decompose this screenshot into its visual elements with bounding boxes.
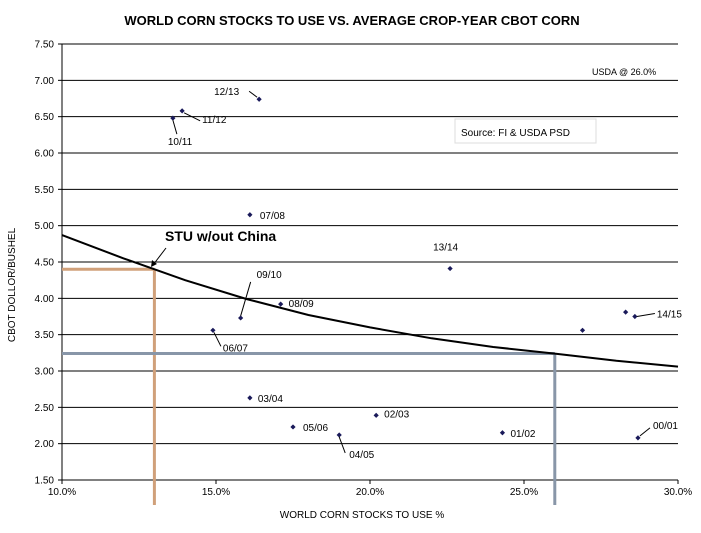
chart-title: WORLD CORN STOCKS TO USE VS. AVERAGE CRO… [124, 13, 579, 28]
data-point [210, 327, 216, 333]
data-point-label: 14/15 [657, 310, 682, 321]
data-point-label: 10/11 [168, 137, 193, 148]
data-point [635, 435, 641, 441]
data-point [256, 96, 262, 102]
data-points: 12/13 11/12 10/11 07/08 13/14 09/10 08/09 06/07… [168, 87, 682, 461]
label-leader-line [338, 436, 346, 454]
y-tick-label: 4.50 [35, 258, 55, 269]
source-annotation: Source: FI & USDA PSD [461, 128, 570, 139]
source-box-frame [454, 118, 597, 144]
y-tick-label: 5.00 [35, 221, 55, 232]
x-tick-label: 10.0% [48, 487, 76, 498]
y-tick-label: 3.50 [35, 330, 55, 341]
data-point [290, 424, 296, 430]
data-point-label: 06/07 [223, 343, 248, 354]
y-tick-label: 4.00 [35, 294, 55, 305]
x-tick-label: 30.0% [664, 487, 692, 498]
reference-markers [62, 267, 557, 505]
data-point [623, 309, 629, 315]
x-axis-ticks: 10.0% 15.0% 20.0% 25.0% 30.0% [48, 480, 692, 498]
data-point-label: 11/12 [202, 115, 227, 126]
data-point [179, 108, 185, 114]
data-point-label: 08/09 [289, 299, 314, 310]
y-tick-label: 6.50 [35, 112, 55, 123]
data-point [336, 432, 342, 438]
y-tick-label: 3.00 [35, 367, 55, 378]
data-point-label: 13/14 [433, 243, 458, 254]
data-point-label: 04/05 [349, 450, 374, 461]
data-point [247, 395, 253, 401]
y-tick-label: 7.00 [35, 76, 55, 87]
data-point [247, 212, 253, 218]
data-point [373, 412, 379, 418]
data-point-label: 00/01 [653, 421, 678, 432]
x-tick-label: 20.0% [356, 487, 384, 498]
y-tick-label: 6.00 [35, 149, 55, 160]
y-axis-label: CBOT DOLLOR/BUSHEL [7, 227, 18, 342]
label-leader-line [213, 332, 222, 347]
x-axis-label: WORLD CORN STOCKS TO USE % [280, 510, 445, 521]
data-point [499, 430, 506, 436]
label-leader-line [639, 427, 651, 437]
gridlines [62, 43, 678, 445]
y-tick-label: 2.50 [35, 403, 55, 414]
label-leader-line [248, 90, 258, 98]
usda-annotation: USDA @ 26.0% [592, 67, 656, 77]
label-leader-line [240, 281, 252, 317]
trendline [61, 234, 679, 368]
data-point-label: 09/10 [257, 270, 282, 281]
y-axis-ticks: 1.50 2.00 2.50 3.00 3.50 4.00 4.50 5.00 5.50 6.00… [35, 40, 62, 487]
stu-arrow-line [152, 247, 167, 266]
x-tick-label: 25.0% [510, 487, 538, 498]
label-leader-line [172, 119, 178, 135]
y-tick-label: 5.50 [35, 185, 55, 196]
data-point-label: 05/06 [303, 423, 328, 434]
data-point-label: 12/13 [214, 87, 239, 98]
data-point [579, 327, 586, 333]
data-point [170, 115, 176, 121]
y-tick-label: 7.50 [35, 40, 55, 51]
stu-annotation: STU w/out China [165, 228, 276, 244]
data-point [632, 313, 638, 320]
data-point [278, 301, 284, 307]
y-tick-label: 1.50 [35, 476, 55, 487]
stu-arrow-head [151, 260, 157, 267]
source-box: Source: FI & USDA PSD [454, 118, 597, 144]
data-point-label: 01/02 [510, 429, 535, 440]
y-tick-label: 2.00 [35, 439, 55, 450]
data-point-label: 02/03 [384, 409, 409, 420]
data-point-label: 03/04 [258, 394, 283, 405]
data-point-label: 07/08 [260, 211, 285, 222]
data-point [238, 315, 244, 321]
label-leader-line [636, 313, 655, 317]
label-leader-line [183, 112, 201, 122]
data-point [447, 265, 453, 272]
x-tick-label: 15.0% [202, 487, 230, 498]
